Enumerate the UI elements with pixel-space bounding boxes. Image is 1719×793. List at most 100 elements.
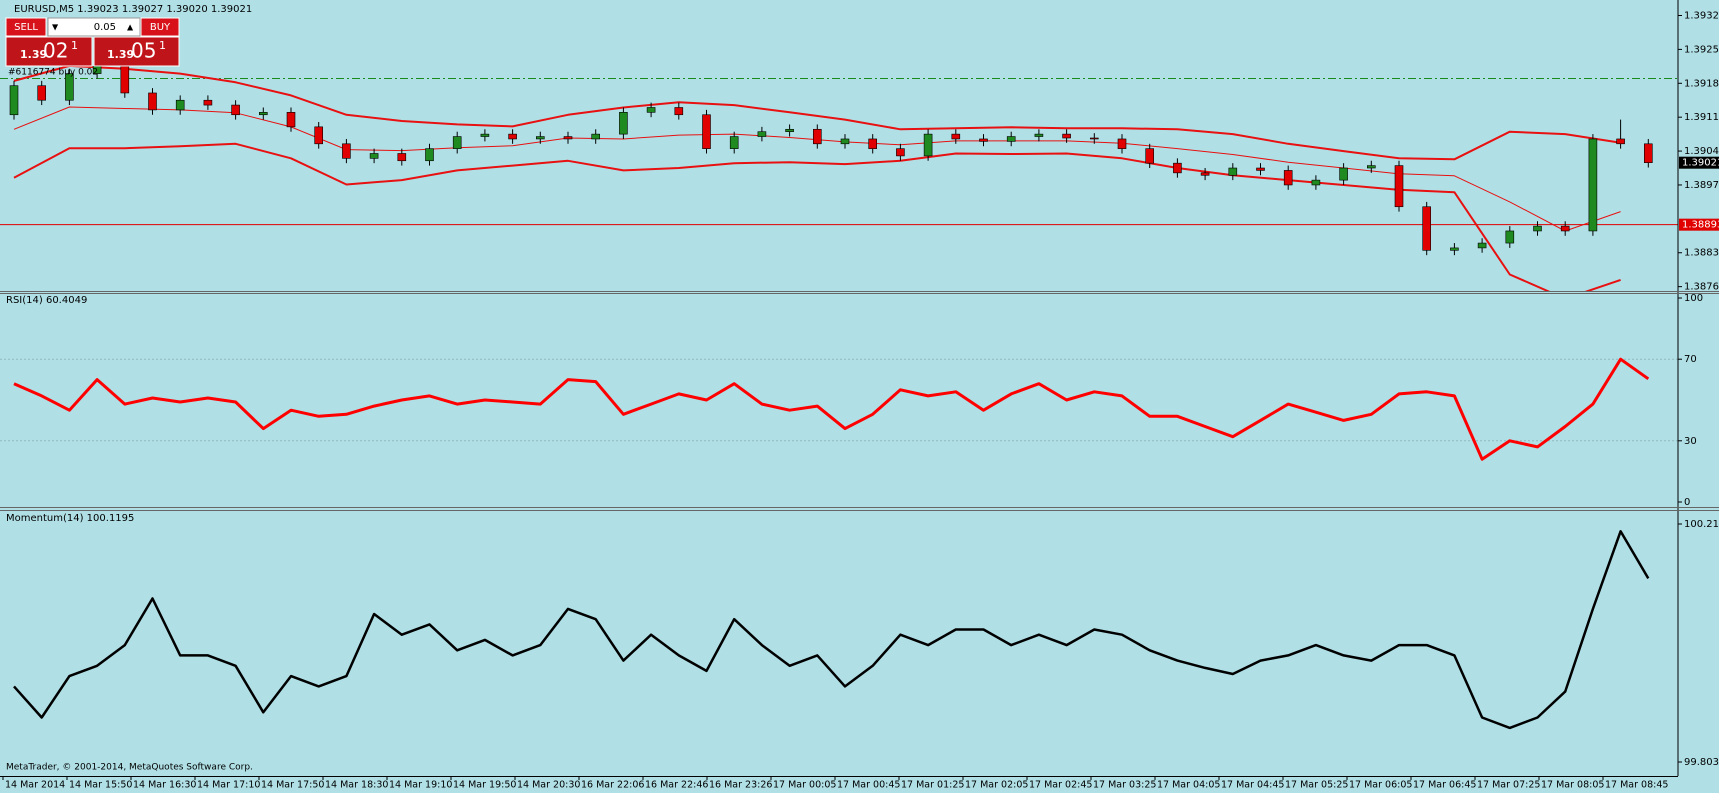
momentum-panel xyxy=(13,530,1650,730)
candle-body xyxy=(535,136,545,140)
candle-body xyxy=(425,148,434,162)
y-tick-label: 1.39045 xyxy=(1684,146,1719,157)
y-tick-label: 1.39255 xyxy=(1684,44,1719,55)
candle-body xyxy=(369,153,379,159)
price-tag-label: 1.38893 xyxy=(1682,220,1719,231)
candle-body xyxy=(37,85,47,101)
candle-body xyxy=(951,133,961,140)
ask-main: 05 xyxy=(131,39,156,63)
candle-body xyxy=(979,138,988,142)
x-tick-label: 17 Mar 02:05 xyxy=(965,780,1028,791)
lot-down: ▼ xyxy=(52,23,59,32)
x-tick-label: 17 Mar 04:05 xyxy=(1157,780,1220,791)
candle-body xyxy=(342,143,351,159)
candle-body xyxy=(840,138,850,145)
x-tick-label: 17 Mar 08:05 xyxy=(1541,780,1604,791)
y-tick-label: 30 xyxy=(1684,436,1697,447)
candle-body xyxy=(1256,167,1265,171)
bid-box[interactable] xyxy=(5,36,93,67)
momentum-title: Momentum(14) 100.1195 xyxy=(6,513,134,524)
candle-body xyxy=(757,131,767,137)
x-tick-label: 17 Mar 03:25 xyxy=(1093,780,1156,791)
x-tick-label: 14 Mar 19:10 xyxy=(389,780,452,791)
y-tick-label: 1.39115 xyxy=(1684,112,1719,123)
x-tick-label: 17 Mar 02:45 xyxy=(1029,780,1092,791)
x-tick-label: 17 Mar 08:45 xyxy=(1605,780,1668,791)
candle-body xyxy=(286,112,296,128)
y-tick-label: 1.38835 xyxy=(1684,248,1719,259)
ask-big: 1.39 xyxy=(107,48,134,61)
y-tick-label: 1.38765 xyxy=(1684,282,1719,293)
rsi-title: RSI(14) 60.4049 xyxy=(6,295,87,306)
lot-field[interactable] xyxy=(47,17,141,37)
x-tick-label: 17 Mar 05:25 xyxy=(1285,780,1348,791)
candle-body xyxy=(1367,165,1376,169)
candle-body xyxy=(1339,167,1348,181)
candle-body xyxy=(1533,225,1542,232)
sell-button[interactable] xyxy=(5,17,47,37)
candle-body xyxy=(1145,148,1154,164)
candle-body xyxy=(1505,230,1515,244)
candle-body xyxy=(508,133,517,140)
candle-body xyxy=(1394,165,1404,208)
candle-body xyxy=(591,133,601,140)
candle-body xyxy=(1560,225,1570,232)
x-tick-label: 14 Mar 17:10 xyxy=(197,780,260,791)
x-tick-label: 17 Mar 06:45 xyxy=(1413,780,1476,791)
candle-body xyxy=(646,107,656,113)
footer: MetaTrader, © 2001-2014, MetaQuotes Soft… xyxy=(6,763,253,773)
candle-body xyxy=(1117,138,1127,149)
candle-body xyxy=(785,128,794,133)
candle-body xyxy=(203,99,213,106)
bid-big: 1.39 xyxy=(20,48,47,61)
x-tick-label: 14 Mar 15:50 xyxy=(69,780,132,791)
candle-body xyxy=(175,99,185,111)
x-tick-label: 14 Mar 16:30 xyxy=(133,780,196,791)
y-tick-label: 99.8033 xyxy=(1684,757,1719,768)
candle-body xyxy=(148,92,157,111)
candle-body xyxy=(729,136,739,149)
momentum-line xyxy=(13,530,1650,730)
candle-body xyxy=(1034,133,1044,137)
y-tick-label: 1.39325 xyxy=(1684,10,1719,21)
buy-label: BUY xyxy=(150,22,171,33)
candle-body xyxy=(1311,179,1321,186)
y-tick-label: 1.38975 xyxy=(1684,180,1719,191)
candle-body xyxy=(314,126,324,145)
bid-main: 02 xyxy=(43,39,68,63)
x-tick-label: 16 Mar 22:46 xyxy=(645,780,708,791)
candle-body xyxy=(1422,206,1431,251)
candle-body xyxy=(480,133,490,137)
y-tick-label: 70 xyxy=(1684,354,1697,365)
candle-body xyxy=(868,138,878,149)
price-tag-box xyxy=(1679,156,1719,169)
y-tick-label: 0 xyxy=(1684,497,1690,508)
y-tick-label: 1.39185 xyxy=(1684,78,1719,89)
candle-body xyxy=(1062,133,1071,139)
x-tick-label: 14 Mar 20:30 xyxy=(517,780,580,791)
candle-body xyxy=(674,107,684,116)
buy-button[interactable] xyxy=(140,17,180,37)
ask-box[interactable] xyxy=(93,36,180,67)
rsi-line xyxy=(13,357,1650,461)
x-tick-label: 14 Mar 2014 xyxy=(5,780,65,791)
candle-body xyxy=(812,128,822,145)
candle-body xyxy=(120,66,130,94)
candle-body xyxy=(619,112,628,135)
trade-panel: SELL ▼ ▲ 0.05 BUY 1.39 02 1 1.39 05 1 xyxy=(5,17,180,67)
candle-body xyxy=(1644,143,1653,163)
sell-label: SELL xyxy=(14,22,38,33)
x-tick-label: 14 Mar 18:30 xyxy=(325,780,388,791)
candle-body xyxy=(1477,242,1487,249)
candle-body xyxy=(452,136,462,149)
x-tick-label: 17 Mar 04:45 xyxy=(1221,780,1284,791)
x-tick-label: 16 Mar 23:26 xyxy=(709,780,772,791)
price-panel xyxy=(0,61,1678,291)
candle-body xyxy=(702,114,711,149)
candle-body xyxy=(1283,170,1293,186)
order-label: #6116774 buy 0.02 xyxy=(8,68,98,78)
